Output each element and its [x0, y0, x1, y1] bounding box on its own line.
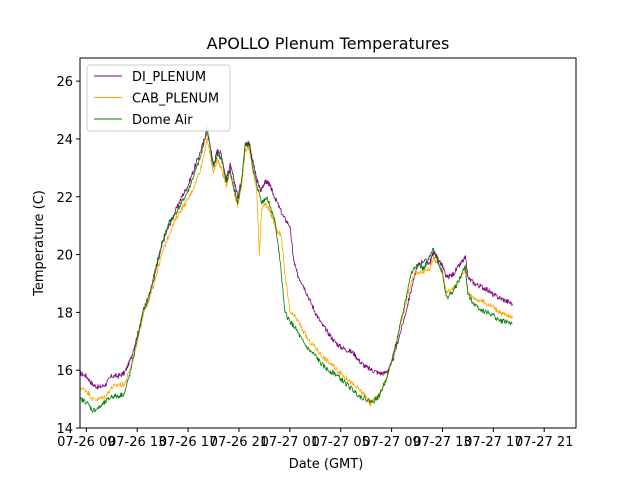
- series-line-cab-plenum: [80, 137, 513, 407]
- legend-label: DI_PLENUM: [132, 70, 206, 85]
- x-tick-label: 07-27 17: [464, 435, 522, 450]
- x-tick-label: 07-27 13: [413, 435, 471, 450]
- x-tick-label: 07-26 13: [108, 435, 166, 450]
- series-line-dome-air: [80, 126, 513, 414]
- y-axis: 14 16 18 20 22 24 26: [56, 75, 80, 437]
- series-layer: [80, 126, 513, 414]
- legend: DI_PLENUM CAB_PLENUM Dome Air: [86, 64, 231, 132]
- x-tick-label: 07-27 09: [362, 435, 420, 450]
- x-tick-label: 07-27 05: [311, 435, 369, 450]
- x-tick-label: 07-27 21: [515, 435, 573, 450]
- y-tick-label: 16: [56, 364, 73, 379]
- y-tick-label: 26: [56, 75, 73, 90]
- x-tick-label: 07-26 09: [57, 435, 115, 450]
- series-line-di-plenum: [80, 129, 513, 390]
- y-axis-label: Temperature (C): [32, 190, 47, 297]
- y-tick-label: 24: [56, 133, 73, 148]
- x-tick-label: 07-26 21: [210, 435, 268, 450]
- y-tick-label: 20: [56, 249, 73, 264]
- chart-title: APOLLO Plenum Temperatures: [207, 34, 450, 53]
- legend-label: Dome Air: [132, 113, 193, 128]
- y-tick-label: 18: [56, 306, 73, 321]
- x-tick-label: 07-27 01: [261, 435, 319, 450]
- x-axis-label: Date (GMT): [289, 457, 364, 472]
- legend-label: CAB_PLENUM: [132, 92, 219, 107]
- y-tick-label: 22: [56, 191, 73, 206]
- legend-box: [86, 64, 231, 132]
- x-tick-label: 07-26 17: [159, 435, 217, 450]
- plot-frame: [79, 57, 577, 429]
- y-tick-label: 14: [56, 422, 73, 437]
